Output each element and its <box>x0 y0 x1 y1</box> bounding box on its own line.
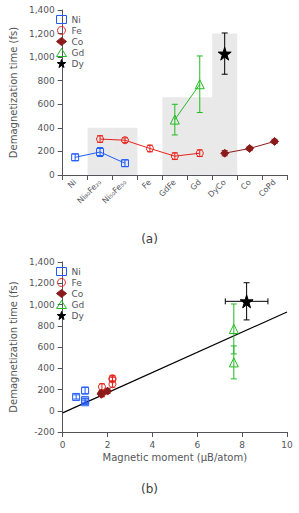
svg-text:0: 0 <box>60 440 66 450</box>
svg-text:10: 10 <box>281 440 293 450</box>
svg-text:Gd: Gd <box>189 178 203 192</box>
svg-text:CoPd: CoPd <box>257 178 278 199</box>
svg-text:600: 600 <box>37 342 54 352</box>
svg-text:Dy: Dy <box>72 59 85 69</box>
svg-text:800: 800 <box>37 321 54 331</box>
svg-text:0: 0 <box>49 170 55 180</box>
svg-text:Gd: Gd <box>72 48 85 58</box>
svg-text:-200: -200 <box>34 427 55 437</box>
svg-text:Fe: Fe <box>72 278 83 288</box>
svg-text:1,000: 1,000 <box>29 52 55 62</box>
svg-text:600: 600 <box>37 99 54 109</box>
svg-text:0: 0 <box>49 406 55 416</box>
svg-text:Fe: Fe <box>140 178 153 191</box>
svg-text:(a): (a) <box>141 232 158 246</box>
svg-text:Ni₈₀Fe₂₀: Ni₈₀Fe₂₀ <box>76 178 104 206</box>
svg-text:GdFe: GdFe <box>157 178 178 199</box>
svg-text:400: 400 <box>37 123 54 133</box>
svg-text:Demagnetization time (fs): Demagnetization time (fs) <box>8 27 19 158</box>
svg-text:200: 200 <box>37 146 54 156</box>
svg-text:Dy: Dy <box>72 311 85 321</box>
svg-text:1,400: 1,400 <box>29 5 55 15</box>
svg-text:2: 2 <box>105 440 111 450</box>
svg-text:Ni₅₀Fe₅₀: Ni₅₀Fe₅₀ <box>101 178 129 206</box>
svg-text:1,200: 1,200 <box>29 29 55 39</box>
svg-text:8: 8 <box>239 440 245 450</box>
svg-text:DyCo: DyCo <box>206 178 228 200</box>
svg-text:Ni: Ni <box>66 178 78 190</box>
svg-text:200: 200 <box>37 385 54 395</box>
svg-text:4: 4 <box>150 440 156 450</box>
svg-text:Ni: Ni <box>72 15 81 25</box>
svg-text:6: 6 <box>194 440 200 450</box>
svg-text:Co: Co <box>72 289 84 299</box>
svg-text:Demagnetization time (fs): Demagnetization time (fs) <box>8 281 19 412</box>
svg-text:Co: Co <box>239 178 253 192</box>
svg-text:400: 400 <box>37 363 54 373</box>
svg-text:Co: Co <box>72 37 84 47</box>
svg-text:1,200: 1,200 <box>29 278 55 288</box>
svg-text:1,000: 1,000 <box>29 300 55 310</box>
svg-text:1,400: 1,400 <box>29 257 55 267</box>
svg-text:Magnetic moment (μB/atom): Magnetic moment (μB/atom) <box>103 452 248 463</box>
svg-text:Gd: Gd <box>72 300 85 310</box>
svg-text:Ni: Ni <box>72 267 81 277</box>
svg-text:Fe: Fe <box>72 26 83 36</box>
svg-text:(b): (b) <box>141 482 158 496</box>
svg-text:800: 800 <box>37 76 54 86</box>
